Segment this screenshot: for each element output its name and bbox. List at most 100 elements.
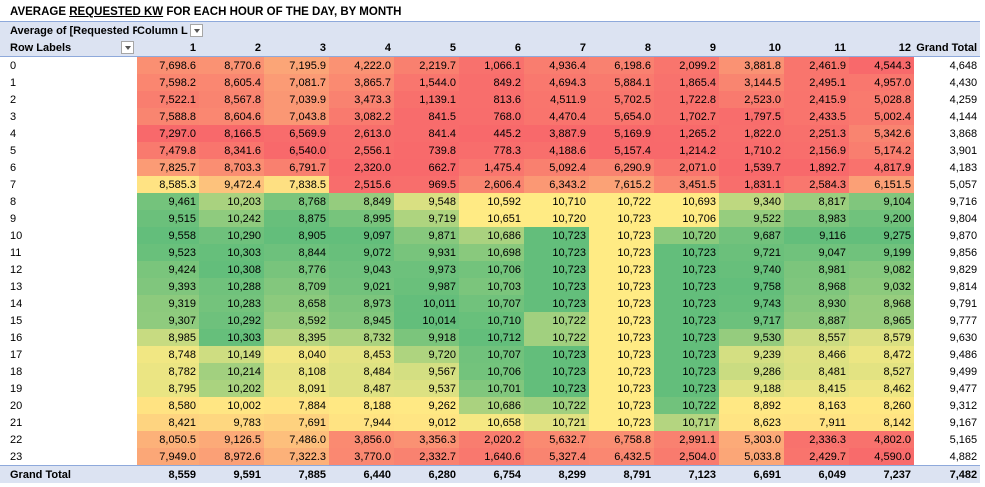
value-cell: 8,421 [137, 414, 199, 431]
value-cell: 9,537 [394, 380, 459, 397]
value-cell: 10,722 [524, 312, 589, 329]
value-cell: 8,188 [329, 397, 394, 414]
value-cell: 8,930 [784, 295, 849, 312]
value-cell: 9,043 [329, 261, 394, 278]
value-cell: 9,719 [394, 210, 459, 227]
value-cell: 7,522.1 [137, 91, 199, 108]
value-cell: 969.5 [394, 176, 459, 193]
value-cell: 849.2 [459, 74, 524, 91]
pivot-header-row-values: Average of [Requested P Column L [0, 21, 981, 39]
row-grand-total-cell: 9,814 [949, 280, 978, 293]
value-cell: 10,723 [654, 295, 719, 312]
month-header-4: 4 [329, 39, 394, 57]
row-grand-total-cell: 9,477 [949, 382, 978, 395]
value-cell: 662.7 [394, 159, 459, 176]
value-cell: 8,585.3 [137, 176, 199, 193]
value-cell: 10,723 [589, 312, 654, 329]
value-cell: 8,905 [264, 227, 329, 244]
value-cell: 9,720 [394, 346, 459, 363]
value-cell: 10,202 [199, 380, 264, 397]
value-cell: 8,703.3 [199, 159, 264, 176]
row-label-hour: 3 [10, 110, 17, 123]
value-cell: 10,592 [459, 193, 524, 210]
value-cell: 9,307 [137, 312, 199, 329]
value-cell: 8,605.4 [199, 74, 264, 91]
value-cell: 7,043.8 [264, 108, 329, 125]
value-cell: 9,472.4 [199, 176, 264, 193]
table-row: 23 7,949.0 8,972.6 7,322.3 3,770.0 2,332.7 1,6… [0, 448, 980, 466]
value-cell: 8,163 [784, 397, 849, 414]
row-grand-total-cell: 9,499 [949, 365, 978, 378]
value-cell: 10,723 [654, 329, 719, 346]
value-cell: 2,020.2 [459, 431, 524, 448]
value-cell: 4,470.4 [524, 108, 589, 125]
value-cell: 9,721 [719, 244, 784, 261]
value-cell: 2,071.0 [654, 159, 719, 176]
value-cell: 1,831.1 [719, 176, 784, 193]
value-cell: 9,523 [137, 244, 199, 261]
value-cell: 10,149 [199, 346, 264, 363]
value-cell: 10,686 [459, 397, 524, 414]
row-grand-total-cell: 5,057 [949, 178, 978, 191]
value-cell: 3,082.2 [329, 108, 394, 125]
row-label-hour: 1 [10, 76, 17, 89]
value-cell: 9,743 [719, 295, 784, 312]
value-cell: 2,251.3 [784, 125, 849, 142]
value-cell: 7,297.0 [137, 125, 199, 142]
value-cell: 1,702.7 [654, 108, 719, 125]
row-grand-total-cell: 9,777 [949, 314, 978, 327]
value-cell: 1,797.5 [719, 108, 784, 125]
value-cell: 9,275 [849, 227, 914, 244]
value-cell: 4,817.9 [849, 159, 914, 176]
value-cell: 8,466 [784, 346, 849, 363]
value-cell: 9,522 [719, 210, 784, 227]
value-cell: 7,588.8 [137, 108, 199, 125]
row-label-hour: 16 [10, 331, 23, 344]
value-cell: 8,709 [264, 278, 329, 295]
row-filter-dropdown-icon[interactable] [121, 41, 134, 54]
value-cell: 10,723 [654, 278, 719, 295]
value-cell: 7,691 [264, 414, 329, 431]
row-grand-total-cell: 9,870 [949, 229, 978, 242]
value-cell: 3,887.9 [524, 125, 589, 142]
row-label-hour: 7 [10, 178, 17, 191]
value-cell: 9,548 [394, 193, 459, 210]
column-filter-dropdown-icon[interactable] [189, 24, 203, 37]
value-cell: 4,511.9 [524, 91, 589, 108]
value-cell: 1,265.2 [654, 125, 719, 142]
value-cell: 10,693 [654, 193, 719, 210]
value-cell: 8,844 [264, 244, 329, 261]
value-cell: 3,473.3 [329, 91, 394, 108]
value-cell: 10,723 [654, 312, 719, 329]
row-label-hour: 20 [10, 399, 23, 412]
row-grand-total-cell: 4,882 [949, 450, 978, 463]
row-label-hour: 23 [10, 450, 23, 463]
value-cell: 1,475.4 [459, 159, 524, 176]
value-cell: 10,703 [459, 278, 524, 295]
month-header-2: 2 [199, 39, 264, 57]
row-grand-total-cell: 3,901 [949, 144, 978, 157]
value-cell: 8,579 [849, 329, 914, 346]
value-cell: 8,395 [264, 329, 329, 346]
value-cell: 10,721 [524, 414, 589, 431]
value-cell: 9,012 [394, 414, 459, 431]
value-cell: 10,723 [589, 210, 654, 227]
value-cell: 5,702.5 [589, 91, 654, 108]
month-header-6: 6 [459, 39, 524, 57]
value-cell: 8,040 [264, 346, 329, 363]
value-cell: 7,615.2 [589, 176, 654, 193]
value-cell: 2,320.0 [329, 159, 394, 176]
value-cell: 5,884.1 [589, 74, 654, 91]
value-cell: 2,495.1 [784, 74, 849, 91]
value-cell: 1,066.1 [459, 56, 524, 74]
value-cell: 10,712 [459, 329, 524, 346]
value-cell: 10,308 [199, 261, 264, 278]
value-cell: 10,722 [654, 397, 719, 414]
value-cell: 10,658 [459, 414, 524, 431]
row-labels-header-cell: Row Labels [0, 39, 137, 57]
value-cell: 7,195.9 [264, 56, 329, 74]
value-cell: 10,723 [524, 380, 589, 397]
row-grand-total-cell: 4,430 [949, 76, 978, 89]
row-label-hour: 19 [10, 382, 23, 395]
value-cell: 10,283 [199, 295, 264, 312]
